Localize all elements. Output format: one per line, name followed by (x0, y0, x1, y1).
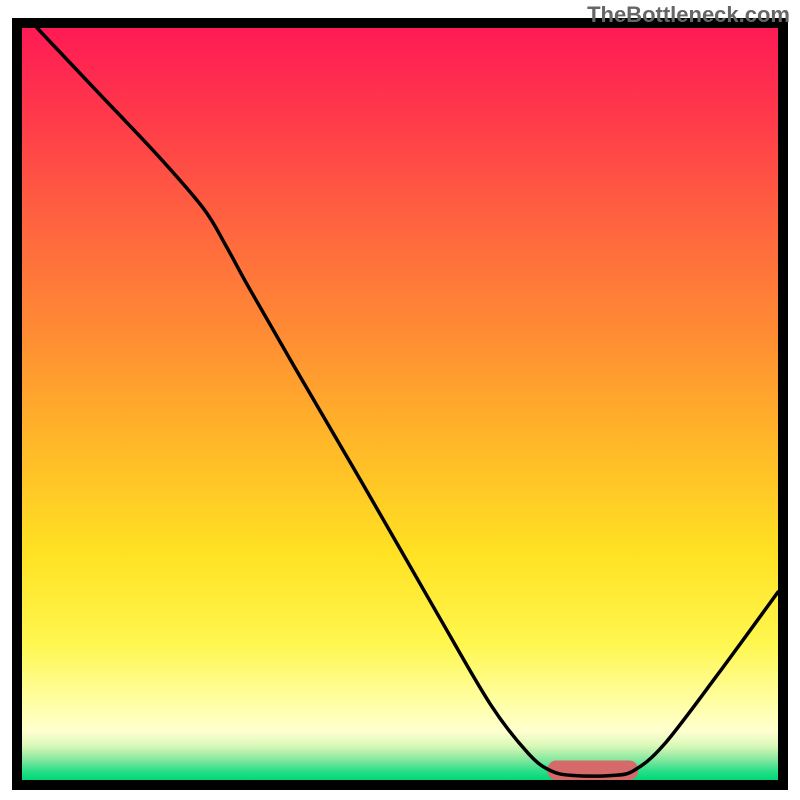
chart-container: TheBottleneck.com (0, 0, 800, 800)
bottleneck-chart (0, 0, 800, 800)
gradient-background (22, 28, 778, 780)
watermark-text: TheBottleneck.com (587, 2, 790, 28)
plot-area (22, 28, 778, 780)
